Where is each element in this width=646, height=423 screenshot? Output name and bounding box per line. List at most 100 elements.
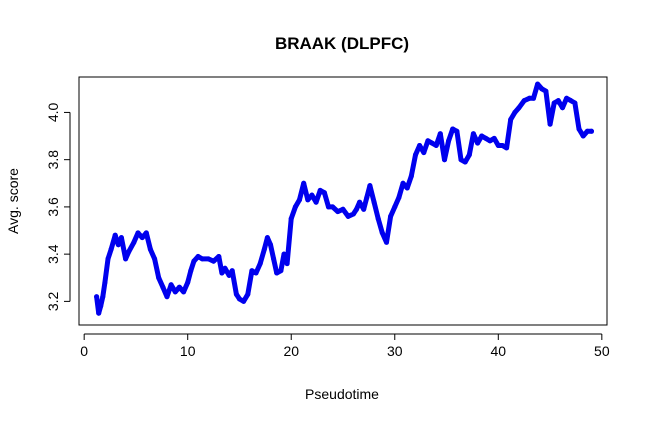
data-point xyxy=(237,296,242,302)
series-line-0 xyxy=(94,81,594,316)
data-point xyxy=(245,291,251,297)
data-point xyxy=(143,230,149,236)
data-point xyxy=(531,95,536,101)
data-point xyxy=(396,195,402,200)
data-point xyxy=(98,303,104,309)
data-point xyxy=(216,254,222,259)
data-point xyxy=(392,204,398,210)
x-tick-label: 0 xyxy=(80,343,88,359)
y-tick-label: 3.8 xyxy=(45,150,61,170)
y-tick-label: 4.0 xyxy=(45,102,61,122)
data-point xyxy=(584,128,590,134)
data-point xyxy=(257,261,263,267)
x-axis-label: Pseudotime xyxy=(305,386,379,402)
data-point xyxy=(321,190,327,196)
data-point xyxy=(278,268,284,274)
y-axis: 3.2 3.4 3.6 3.8 4.0 xyxy=(45,102,71,311)
data-point xyxy=(211,258,217,264)
data-point xyxy=(547,121,553,127)
data-point xyxy=(580,133,586,139)
data-point xyxy=(408,173,414,179)
data-point xyxy=(96,310,102,316)
data-point xyxy=(442,157,447,163)
data-point xyxy=(271,256,277,262)
data-point xyxy=(205,256,211,262)
data-point xyxy=(384,239,389,245)
data-point xyxy=(181,289,187,295)
data-point xyxy=(105,256,111,262)
data-point xyxy=(191,258,197,264)
data-point xyxy=(139,235,145,241)
data-point xyxy=(379,230,385,236)
data-point xyxy=(253,270,259,276)
data-point xyxy=(516,105,522,111)
data-point xyxy=(176,284,182,290)
data-point xyxy=(495,143,501,148)
data-point xyxy=(521,98,527,104)
data-point xyxy=(555,98,561,104)
data-point xyxy=(560,105,565,111)
data-point xyxy=(466,152,472,158)
data-point xyxy=(309,192,315,198)
data-point xyxy=(241,298,247,304)
data-point xyxy=(512,109,518,115)
data-point xyxy=(589,128,594,134)
data-point xyxy=(313,199,319,205)
data-point xyxy=(350,211,356,217)
data-point xyxy=(297,197,302,203)
data-point xyxy=(288,216,294,222)
data-point xyxy=(576,126,582,132)
data-point xyxy=(479,133,485,139)
data-point xyxy=(470,131,476,137)
data-point xyxy=(551,100,557,106)
data-point xyxy=(458,157,464,163)
data-point xyxy=(417,143,423,148)
data-point xyxy=(100,294,106,300)
data-point xyxy=(388,213,394,219)
chart-title: BRAAK (DLPFC) xyxy=(275,34,409,53)
data-point xyxy=(568,98,574,104)
data-point xyxy=(268,242,273,248)
data-point xyxy=(172,289,178,295)
data-point xyxy=(326,204,331,210)
data-point xyxy=(102,280,108,285)
data-point xyxy=(446,138,452,144)
series-layer xyxy=(94,81,594,316)
data-point xyxy=(292,204,298,210)
data-point xyxy=(195,254,201,259)
data-point xyxy=(147,246,153,252)
data-point xyxy=(504,145,510,151)
data-point xyxy=(487,138,493,144)
data-point xyxy=(450,126,456,132)
data-point xyxy=(404,185,410,191)
x-axis: 0 10 20 30 40 50 xyxy=(80,333,610,359)
data-point xyxy=(375,216,381,222)
data-point xyxy=(400,180,406,186)
data-point xyxy=(160,284,166,290)
data-point xyxy=(539,86,545,92)
data-point xyxy=(462,159,468,165)
data-point xyxy=(233,291,239,297)
data-point xyxy=(152,256,158,262)
y-tick-label: 3.2 xyxy=(45,291,61,311)
data-point xyxy=(475,140,481,146)
data-point xyxy=(261,246,267,252)
data-point xyxy=(185,280,191,285)
data-point xyxy=(274,270,280,276)
x-tick-label: 10 xyxy=(180,343,196,359)
data-point xyxy=(264,235,270,241)
data-point xyxy=(371,199,377,205)
data-point xyxy=(317,187,323,193)
data-point xyxy=(284,261,290,267)
data-point xyxy=(168,282,174,288)
x-tick-label: 20 xyxy=(283,343,299,359)
data-point xyxy=(421,150,427,156)
data-point xyxy=(305,197,311,203)
data-point xyxy=(433,143,439,148)
data-point xyxy=(222,265,228,271)
data-point xyxy=(543,88,549,94)
data-point xyxy=(437,131,443,137)
data-point xyxy=(156,275,162,281)
data-point xyxy=(454,128,460,134)
data-point xyxy=(499,143,505,148)
